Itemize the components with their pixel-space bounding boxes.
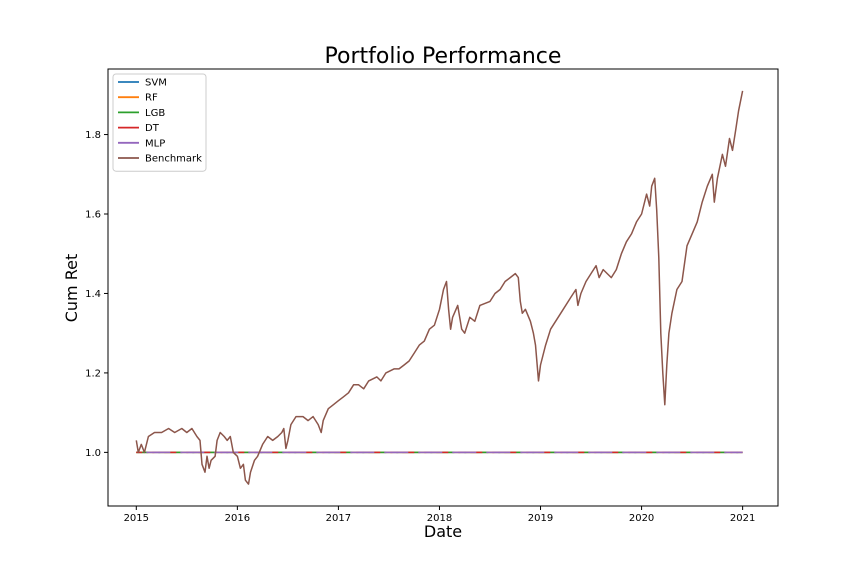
x-tick-label: 2021 [730, 513, 755, 524]
x-tick-label: 2018 [427, 513, 452, 524]
legend-label-dt: DT [145, 123, 160, 134]
x-tick-label: 2017 [326, 513, 351, 524]
legend-label-benchmark: Benchmark [145, 154, 202, 165]
x-tick-label: 2016 [225, 513, 250, 524]
x-axis-label: Date [424, 522, 462, 541]
y-axis-label: Cum Ret [62, 254, 81, 323]
y-tick-label: 1.0 [85, 448, 101, 459]
x-tick-label: 2019 [528, 513, 553, 524]
x-tick-label: 2015 [124, 513, 149, 524]
legend: SVM RF LGB DT MLP Benchmark [112, 73, 207, 172]
y-tick-label: 1.4 [85, 289, 101, 300]
legend-label-rf: RF [145, 93, 158, 104]
x-tick-label: 2020 [629, 513, 654, 524]
legend-label-mlp: MLP [145, 138, 165, 149]
y-axis: 1.0 1.2 1.4 1.6 1.8 [85, 130, 108, 459]
plot-area-frame [107, 68, 779, 507]
legend-label-svm: SVM [145, 78, 167, 89]
y-tick-label: 1.8 [85, 130, 101, 141]
series-line-benchmark [135, 90, 744, 485]
chart-title: Portfolio Performance [325, 44, 562, 69]
legend-label-lgb: LGB [145, 108, 165, 119]
series-layer [135, 90, 744, 485]
y-tick-label: 1.2 [85, 368, 101, 379]
x-axis: 2015 2016 2017 2018 2019 2020 2021 [124, 506, 755, 524]
legend-box [112, 73, 207, 172]
y-tick-label: 1.6 [85, 210, 101, 221]
